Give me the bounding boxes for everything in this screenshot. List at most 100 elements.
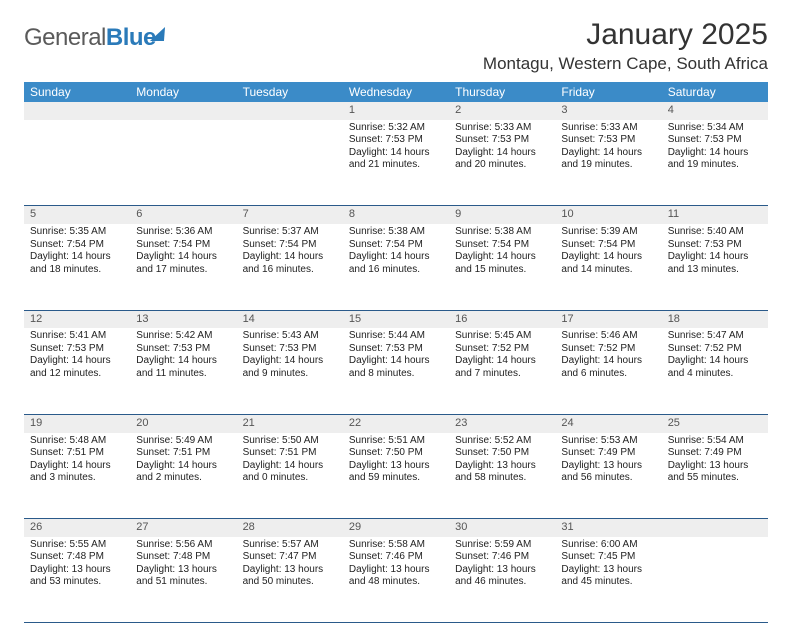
daylight-line: Daylight: 14 hours and 3 minutes.: [30, 460, 124, 485]
day-cell: Sunrise: 5:47 AMSunset: 7:52 PMDaylight:…: [662, 328, 768, 414]
sunrise-line: Sunrise: 5:38 AM: [349, 226, 443, 239]
brand-name-gray: General: [24, 24, 106, 51]
day-number-cell: 19: [24, 414, 130, 432]
week-row: Sunrise: 5:41 AMSunset: 7:53 PMDaylight:…: [24, 328, 768, 414]
day-cell: [130, 120, 236, 206]
weekday-header: Friday: [555, 82, 661, 102]
day-cell: Sunrise: 5:51 AMSunset: 7:50 PMDaylight:…: [343, 433, 449, 519]
daylight-line: Daylight: 14 hours and 17 minutes.: [136, 251, 230, 276]
week-row: Sunrise: 5:55 AMSunset: 7:48 PMDaylight:…: [24, 537, 768, 623]
day-cell: Sunrise: 5:35 AMSunset: 7:54 PMDaylight:…: [24, 224, 130, 310]
day-number-cell: 28: [237, 519, 343, 537]
day-number-cell: 20: [130, 414, 236, 432]
day-cell: Sunrise: 5:56 AMSunset: 7:48 PMDaylight:…: [130, 537, 236, 623]
brand-name: GeneralBlue: [24, 24, 156, 52]
day-number-row: 19202122232425: [24, 414, 768, 432]
sunrise-line: Sunrise: 5:56 AM: [136, 539, 230, 552]
sunrise-line: Sunrise: 5:37 AM: [243, 226, 337, 239]
day-cell: Sunrise: 5:33 AMSunset: 7:53 PMDaylight:…: [555, 120, 661, 206]
day-number-cell: 18: [662, 310, 768, 328]
day-cell: [24, 120, 130, 206]
sunrise-line: Sunrise: 5:38 AM: [455, 226, 549, 239]
daylight-line: Daylight: 14 hours and 11 minutes.: [136, 355, 230, 380]
day-cell: Sunrise: 5:43 AMSunset: 7:53 PMDaylight:…: [237, 328, 343, 414]
day-number-cell: 31: [555, 519, 661, 537]
sunset-line: Sunset: 7:53 PM: [136, 343, 230, 356]
daylight-line: Daylight: 13 hours and 46 minutes.: [455, 564, 549, 589]
daylight-line: Daylight: 13 hours and 55 minutes.: [668, 460, 762, 485]
day-number-cell: 4: [662, 102, 768, 120]
sunrise-line: Sunrise: 5:51 AM: [349, 435, 443, 448]
calendar-table: SundayMondayTuesdayWednesdayThursdayFrid…: [24, 82, 768, 623]
sunset-line: Sunset: 7:53 PM: [668, 239, 762, 252]
daylight-line: Daylight: 13 hours and 53 minutes.: [30, 564, 124, 589]
sunrise-line: Sunrise: 5:44 AM: [349, 330, 443, 343]
calendar-page: GeneralBlue January 2025 Montagu, Wester…: [0, 0, 792, 641]
daylight-line: Daylight: 13 hours and 56 minutes.: [561, 460, 655, 485]
sunset-line: Sunset: 7:48 PM: [30, 551, 124, 564]
day-cell: Sunrise: 5:37 AMSunset: 7:54 PMDaylight:…: [237, 224, 343, 310]
daylight-line: Daylight: 13 hours and 48 minutes.: [349, 564, 443, 589]
daylight-line: Daylight: 13 hours and 45 minutes.: [561, 564, 655, 589]
day-cell: Sunrise: 5:32 AMSunset: 7:53 PMDaylight:…: [343, 120, 449, 206]
sunrise-line: Sunrise: 5:34 AM: [668, 122, 762, 135]
daylight-line: Daylight: 14 hours and 16 minutes.: [243, 251, 337, 276]
sunrise-line: Sunrise: 5:43 AM: [243, 330, 337, 343]
sunrise-line: Sunrise: 5:42 AM: [136, 330, 230, 343]
daylight-line: Daylight: 14 hours and 0 minutes.: [243, 460, 337, 485]
day-cell: Sunrise: 5:38 AMSunset: 7:54 PMDaylight:…: [449, 224, 555, 310]
sunrise-line: Sunrise: 5:33 AM: [455, 122, 549, 135]
daylight-line: Daylight: 14 hours and 21 minutes.: [349, 147, 443, 172]
calendar-body: 1234Sunrise: 5:32 AMSunset: 7:53 PMDayli…: [24, 102, 768, 623]
day-number-cell: 23: [449, 414, 555, 432]
daylight-line: Daylight: 14 hours and 19 minutes.: [561, 147, 655, 172]
day-number-cell: [24, 102, 130, 120]
day-number-cell: 16: [449, 310, 555, 328]
daylight-line: Daylight: 14 hours and 7 minutes.: [455, 355, 549, 380]
daylight-line: Daylight: 14 hours and 12 minutes.: [30, 355, 124, 380]
day-number-cell: 1: [343, 102, 449, 120]
month-title: January 2025: [483, 18, 768, 52]
day-number-cell: 15: [343, 310, 449, 328]
sunset-line: Sunset: 7:54 PM: [349, 239, 443, 252]
daylight-line: Daylight: 14 hours and 18 minutes.: [30, 251, 124, 276]
day-cell: Sunrise: 5:59 AMSunset: 7:46 PMDaylight:…: [449, 537, 555, 623]
day-number-cell: 11: [662, 206, 768, 224]
weekday-header: Sunday: [24, 82, 130, 102]
sunrise-line: Sunrise: 5:55 AM: [30, 539, 124, 552]
sunset-line: Sunset: 7:53 PM: [561, 134, 655, 147]
day-cell: Sunrise: 5:39 AMSunset: 7:54 PMDaylight:…: [555, 224, 661, 310]
sunset-line: Sunset: 7:54 PM: [136, 239, 230, 252]
sunset-line: Sunset: 7:54 PM: [30, 239, 124, 252]
sunset-line: Sunset: 7:53 PM: [30, 343, 124, 356]
brand-logo: GeneralBlue: [24, 24, 168, 52]
day-number-cell: 9: [449, 206, 555, 224]
day-number-cell: 26: [24, 519, 130, 537]
day-number-cell: 30: [449, 519, 555, 537]
day-number-cell: [237, 102, 343, 120]
daylight-line: Daylight: 14 hours and 14 minutes.: [561, 251, 655, 276]
day-number-cell: 6: [130, 206, 236, 224]
sunset-line: Sunset: 7:53 PM: [349, 343, 443, 356]
sunrise-line: Sunrise: 5:53 AM: [561, 435, 655, 448]
sunrise-line: Sunrise: 5:47 AM: [668, 330, 762, 343]
weekday-header: Thursday: [449, 82, 555, 102]
day-number-row: 1234: [24, 102, 768, 120]
day-number-cell: 21: [237, 414, 343, 432]
day-number-cell: 24: [555, 414, 661, 432]
daylight-line: Daylight: 14 hours and 2 minutes.: [136, 460, 230, 485]
day-number-cell: 3: [555, 102, 661, 120]
sunrise-line: Sunrise: 5:58 AM: [349, 539, 443, 552]
week-row: Sunrise: 5:35 AMSunset: 7:54 PMDaylight:…: [24, 224, 768, 310]
sunrise-line: Sunrise: 5:57 AM: [243, 539, 337, 552]
weekday-header: Saturday: [662, 82, 768, 102]
day-cell: Sunrise: 5:57 AMSunset: 7:47 PMDaylight:…: [237, 537, 343, 623]
sunrise-line: Sunrise: 5:52 AM: [455, 435, 549, 448]
weekday-header: Tuesday: [237, 82, 343, 102]
sunrise-line: Sunrise: 5:35 AM: [30, 226, 124, 239]
weekday-header: Wednesday: [343, 82, 449, 102]
day-number-cell: 14: [237, 310, 343, 328]
sunset-line: Sunset: 7:54 PM: [455, 239, 549, 252]
day-number-cell: 12: [24, 310, 130, 328]
sunset-line: Sunset: 7:51 PM: [136, 447, 230, 460]
